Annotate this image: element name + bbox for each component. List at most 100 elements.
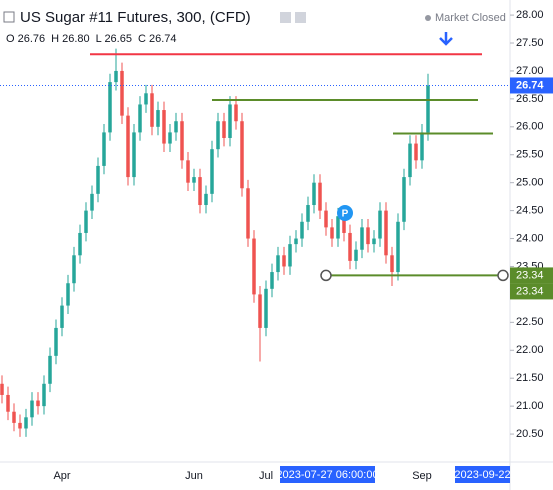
candle-body [402, 177, 406, 222]
candle-body [216, 121, 220, 150]
x-tick-label: Sep [412, 470, 432, 482]
candle-body [162, 110, 166, 144]
event-marker-label: P [342, 209, 349, 220]
x-tick-label: Apr [53, 470, 70, 482]
candle-body [156, 110, 160, 127]
candle-body [204, 193, 208, 206]
candle-body [288, 244, 292, 267]
candle-body [330, 227, 334, 239]
candle-body [420, 132, 424, 161]
candle-body [426, 85, 430, 133]
candle-body [348, 232, 352, 261]
candle-body [228, 104, 232, 138]
candle-body [30, 400, 34, 418]
x-highlight-box [280, 466, 375, 483]
candle-body [102, 132, 106, 166]
candle-body [234, 104, 238, 122]
candle-body [390, 255, 394, 273]
chart-title: US Sugar #11 Futures, 300, (CFD) [20, 9, 251, 26]
price-label-box [510, 77, 553, 94]
candle-body [210, 149, 214, 194]
y-tick-label: 25.00 [516, 177, 544, 189]
y-tick-label: 27.50 [516, 37, 544, 49]
price-label-box [510, 267, 553, 284]
candle-body [300, 221, 304, 239]
symbol-icon[interactable] [3, 11, 15, 23]
y-tick-label: 24.00 [516, 232, 544, 244]
candle-body [84, 210, 88, 233]
candle-body [120, 70, 124, 116]
candle-body [324, 210, 328, 228]
ohlc-value: H 26.80 [51, 33, 90, 45]
line-handle[interactable] [497, 269, 509, 282]
candle-body [60, 305, 64, 328]
candle-body [6, 394, 10, 412]
candle-body [126, 115, 130, 178]
candle-body [54, 327, 58, 356]
candle-body [240, 121, 244, 189]
candle-body [72, 255, 76, 284]
candle-body [366, 227, 370, 245]
candle-body [96, 165, 100, 194]
candle-body [150, 93, 154, 127]
price-label-box [510, 283, 553, 300]
y-tick-label: 22.00 [516, 344, 544, 356]
candle-body [42, 383, 46, 407]
candle-body [312, 182, 316, 206]
settings-icon[interactable] [280, 12, 291, 23]
candle-body [48, 355, 52, 384]
y-tick-label: 27.00 [516, 65, 544, 77]
y-tick-label: 20.50 [516, 428, 544, 440]
arrow-icon [439, 32, 453, 46]
settings-icon[interactable] [295, 12, 306, 23]
candle-body [336, 216, 340, 239]
candle-body [408, 143, 412, 178]
candle-body [198, 177, 202, 206]
y-tick-label: 28.00 [516, 9, 544, 21]
candle-body [108, 82, 112, 133]
candle-body [192, 177, 196, 183]
status-dot [425, 15, 431, 21]
price-label: 26.74 [516, 79, 544, 91]
candle-body [36, 400, 40, 407]
candle-body [282, 255, 286, 267]
x-tick-label: Jul [259, 470, 273, 482]
x-highlight-box [455, 466, 510, 483]
x-highlight-label: 2023-09-22 [454, 469, 510, 481]
candle-body [414, 143, 418, 161]
candle-body [144, 93, 148, 105]
y-tick-label: 21.50 [516, 372, 544, 384]
candle-body [294, 238, 298, 245]
candle-body [132, 132, 136, 178]
candle-body [354, 249, 358, 261]
candle-body [78, 232, 82, 256]
line-handle[interactable] [320, 269, 332, 282]
candle-body [258, 294, 262, 328]
y-tick-label: 22.50 [516, 316, 544, 328]
candle-body [342, 216, 346, 233]
candle-body [246, 188, 250, 239]
candle-body [252, 238, 256, 295]
candle-body [114, 70, 118, 83]
x-highlight-label: 2023-07-27 06:00:00 [276, 469, 378, 481]
candle-body [360, 227, 364, 250]
candle-body [378, 210, 382, 239]
candle-body [90, 193, 94, 211]
candle-body [318, 182, 322, 211]
candle-body [186, 160, 190, 183]
candle-body [174, 121, 178, 133]
price-label: 23.34 [516, 285, 544, 297]
candle-body [24, 417, 28, 429]
candle-body [66, 283, 70, 306]
ohlc-value: O 26.76 [6, 33, 45, 45]
candle-body [12, 411, 16, 423]
candle-body [306, 205, 310, 222]
candle-body [270, 272, 274, 289]
candle-body [222, 121, 226, 138]
candle-body [264, 288, 268, 328]
event-marker[interactable] [337, 205, 353, 221]
candle-body [168, 132, 172, 144]
ohlc-value: L 26.65 [96, 33, 132, 45]
